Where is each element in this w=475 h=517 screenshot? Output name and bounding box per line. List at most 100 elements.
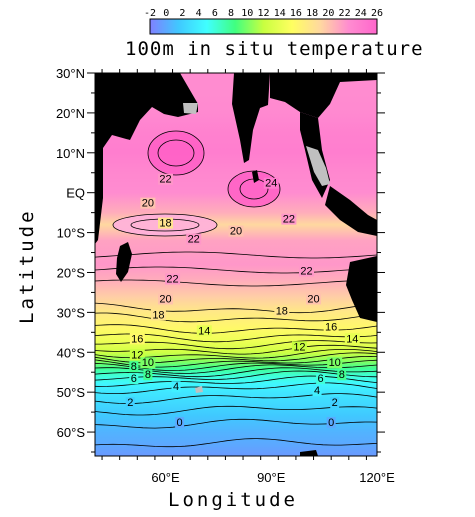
land-east-africa [95,198,103,244]
land-mask [95,73,377,456]
y-tick-label: 20°N [56,106,85,121]
contour-label-bg [291,341,307,353]
y-axis-title: Latitude [16,208,38,324]
isotherm-line [95,367,377,378]
y-tick-label: 20°S [57,265,86,280]
contour-label: 20 [307,293,319,305]
plot-frame [94,72,378,457]
missing-data-arabia [183,103,198,114]
contour-label: 22 [188,234,200,246]
y-tick-label: 60°S [57,425,86,440]
isotherm-line [95,302,377,314]
colorbar-tick-label: 12 [257,8,269,19]
colorbar [149,18,378,35]
colorbar-tick-label: -2 [144,8,156,19]
contour-label-bg [263,177,279,189]
plot-area: 2224222018222022222220201818161614141212… [95,73,377,456]
land-asia [270,73,377,118]
land-sri-lanka [252,170,259,183]
contour-label-bg [306,293,322,305]
contour-label: 0 [328,417,334,429]
contour-label: 4 [314,385,320,397]
contour-label-bg [196,325,212,337]
contour-label: 16 [325,321,337,333]
contour-label-bg [228,225,244,237]
y-tick-label: 50°S [57,385,86,400]
isotherm-line [95,251,377,259]
contour-label: 6 [131,373,137,385]
colorbar-tick-label: 10 [241,8,253,19]
contour-label: 2 [127,397,133,409]
contour-label-bg [129,333,145,345]
contour-label: 8 [131,361,137,373]
contour-label: 20 [230,226,242,238]
contour-label: 22 [166,273,178,285]
contour-label-bg [326,417,336,429]
contour-label: 24 [265,178,277,190]
colorbar-tick-label: 8 [228,8,234,19]
contour-label: 16 [131,333,143,345]
contour-label-bg [158,173,173,185]
y-tick-label: EQ [66,186,85,201]
contour-label: 20 [159,293,171,305]
contour-label: 2 [332,397,338,409]
contour-label: 0 [177,417,183,429]
isotherm-line [95,279,377,287]
contour-label: 12 [131,349,143,361]
contour-label-bg [158,293,173,305]
contour-label-bg [143,369,153,381]
y-tick-label: 10°N [56,146,85,161]
contour-label-bg [125,397,135,409]
contour-label: 10 [329,357,341,369]
contour-label: 8 [145,369,151,381]
contour-label-bg [158,217,173,229]
colorbar-tick-label: 20 [322,8,334,19]
x-tick-label: 90°E [257,470,286,485]
colorbar-tick-label: 6 [212,8,218,19]
land-australia [346,256,377,322]
colorbar-tick-label: 4 [196,8,202,19]
contour-label: 18 [152,309,164,321]
contour-label-bg [140,357,156,369]
contour-label-bg [150,309,166,321]
contour-label-bg [299,265,314,277]
contour-label-bg [327,357,343,369]
contour-label: 22 [159,174,171,186]
colorbar-tick-label: 0 [163,8,169,19]
isotherm-loop [147,130,205,176]
x-tick-label: 120°E [359,470,395,485]
contour-label: 22 [283,214,295,226]
x-axis-title: Longitude [168,489,298,511]
contour-label: 4 [173,381,179,393]
contour-label-bg [175,417,185,429]
isotherm-line [95,370,377,381]
contour-label-bg [140,197,156,209]
land-india [232,73,270,163]
contour-label: 22 [300,265,312,277]
missing-data-kerguelen [195,386,203,393]
isotherm-line [95,438,377,448]
colorbar-tick-label: 14 [274,8,286,19]
contour-label-bg [330,397,340,409]
contour-label: 20 [142,198,154,210]
isotherms [95,130,377,448]
isotherm-line [95,405,377,416]
contour-label-bg [129,349,145,361]
y-tick-label: 30°N [56,66,85,81]
isotherm-loop [157,139,195,167]
missing-data-antarctic [300,450,318,456]
contour-label: 18 [276,305,288,317]
colorbar-ticks: -2 0 2 4 6 8 10 12 14 16 18 20 22 24 26 [144,8,383,19]
contour-label-bg [171,381,181,393]
y-tick-label: 40°S [57,345,86,360]
colorbar-tick-label: 26 [371,8,383,19]
isotherm-line [95,312,377,323]
contour-label: 8 [339,369,345,381]
isotherm-line [95,266,377,274]
chart-title: 100m in situ temperature [125,38,424,60]
y-tick-label: 30°S [57,305,86,320]
contour-label-bg [323,321,339,333]
isotherm-loop [112,213,218,237]
contour-label-bg [186,233,202,245]
